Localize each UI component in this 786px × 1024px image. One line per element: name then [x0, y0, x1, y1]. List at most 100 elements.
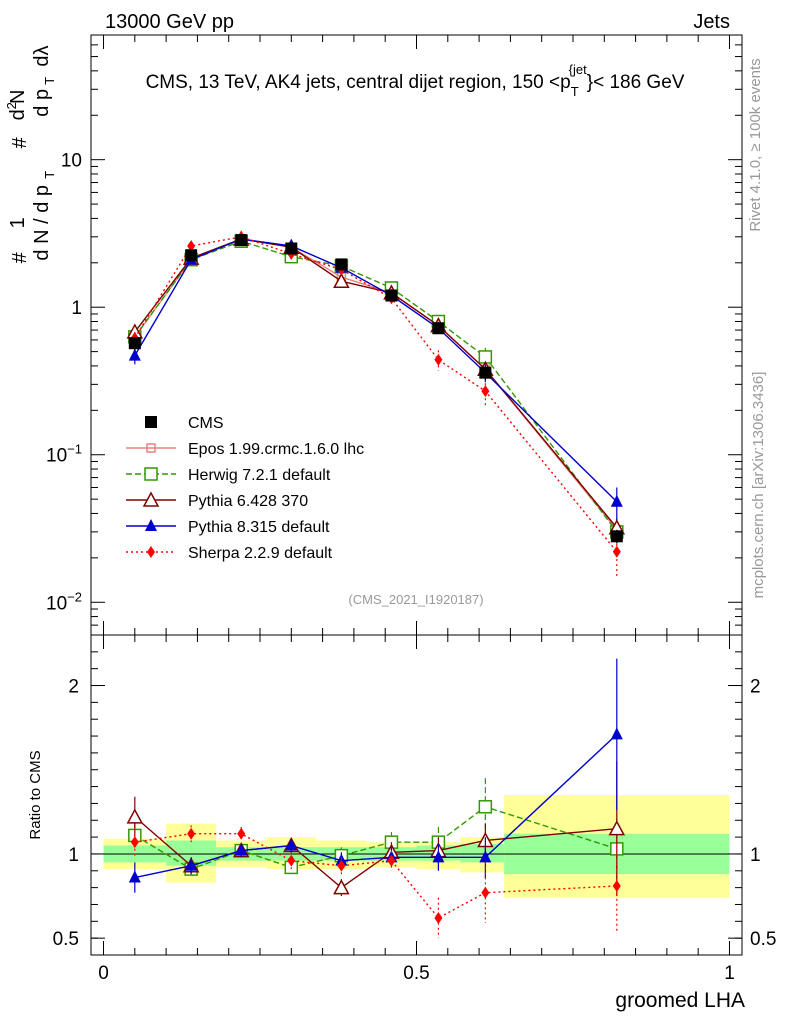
ylabel-dndpt: d N / d p — [31, 185, 53, 261]
data-point — [285, 242, 298, 255]
ylabel-hash2: # — [9, 136, 31, 148]
ratio-point — [434, 911, 443, 924]
main-y-tick-exp: −1 — [67, 442, 82, 457]
ratio-point — [479, 850, 492, 863]
ratio-point — [130, 836, 139, 849]
x-tick-label: 0.5 — [403, 963, 429, 984]
ratio-y-axis-title: Ratio to CMS — [27, 750, 44, 839]
data-point — [610, 530, 623, 543]
data-point — [235, 234, 248, 247]
legend-item: Sherpa 2.2.9 default — [126, 545, 333, 562]
series-cms — [128, 234, 623, 544]
x-tick-label: 0 — [98, 963, 109, 984]
legend-label: Sherpa 2.2.9 default — [188, 545, 333, 562]
ratio-point — [126, 808, 144, 824]
process-label: Jets — [693, 11, 730, 33]
ratio-point — [185, 858, 198, 871]
ylabel-one: 1 — [7, 217, 29, 228]
ratio-point — [432, 850, 445, 863]
plot-title-sup: {jet — [569, 62, 587, 77]
ylabel-two: 2 — [4, 102, 19, 109]
x-axis-title: groomed LHA — [615, 989, 745, 1012]
ratio-point — [187, 827, 196, 840]
ratio-point — [387, 854, 396, 867]
plot-title-main: CMS, 13 TeV, AK4 jets, central dijet reg… — [146, 72, 571, 93]
main-y-tick-label: 10 — [61, 151, 82, 172]
ratio-y-tick-label-right: 2 — [750, 677, 761, 698]
ratio-y-tick-label: 2 — [68, 677, 79, 698]
legend-item: Pythia 6.428 370 — [126, 491, 308, 510]
legend-item: Epos 1.99.crmc.1.6.0 lhc — [126, 441, 364, 458]
data-point — [612, 545, 621, 558]
legend-item: Herwig 7.2.1 default — [126, 467, 331, 484]
ylabel-dlambda: dλ — [31, 45, 53, 66]
data-point — [187, 239, 196, 252]
ratio-series-sherpa-2-2-9-default — [130, 825, 621, 939]
ratio-point — [612, 879, 621, 892]
ratio-point — [235, 843, 248, 856]
legend-marker — [145, 519, 157, 531]
legend-label: Epos 1.99.crmc.1.6.0 lhc — [188, 441, 364, 458]
main-y-tick-exp: −2 — [67, 589, 82, 604]
main-plot-panel — [90, 34, 743, 636]
legend-label: Herwig 7.2.1 default — [188, 467, 331, 484]
rivet-version-label: Rivet 4.1.0, ≥ 100k events — [747, 58, 764, 231]
main-y-tick-base: 1 — [71, 298, 82, 319]
legend-item: Pythia 8.315 default — [126, 519, 330, 536]
main-y-tick-label: 1 — [71, 298, 82, 319]
legend-label: Pythia 8.315 default — [188, 519, 330, 536]
ratio-y-tick-label: 1 — [68, 845, 79, 866]
plot-title-sub: T — [571, 84, 579, 99]
ratio-point — [337, 859, 346, 872]
collision-label: 13000 GeV pp — [105, 11, 234, 33]
plot-title: CMS, 13 TeV, AK4 jets, central dijet reg… — [146, 62, 685, 99]
ratio-point — [481, 886, 490, 899]
legend-marker — [142, 491, 160, 507]
main-y-tick-base: 10 — [46, 446, 67, 467]
data-point — [432, 322, 445, 335]
data-point — [610, 494, 623, 507]
ratio-point — [610, 727, 623, 740]
series-line — [134, 238, 618, 531]
ratio-y-tick-label-right: 1 — [750, 845, 761, 866]
ratio-point — [237, 827, 246, 840]
series-line — [134, 240, 618, 533]
ratio-y-tick-label-right: 0.5 — [750, 929, 776, 950]
analysis-label: (CMS_2021_I1920187) — [348, 592, 483, 607]
ratio-y-tick-label: 0.5 — [53, 929, 79, 950]
data-point — [434, 353, 443, 366]
ratio-plot-panel — [90, 634, 743, 956]
plot-title-tail: }< 186 GeV — [587, 72, 685, 93]
series-line — [134, 238, 618, 503]
ratio-point — [608, 820, 626, 836]
data-point — [335, 258, 348, 271]
data-point — [385, 289, 398, 302]
ratio-point — [287, 854, 296, 867]
legend-marker — [147, 546, 155, 558]
data-point — [481, 385, 490, 398]
ratio-point — [128, 870, 141, 883]
data-point — [333, 272, 350, 288]
legend-label: CMS — [188, 415, 224, 432]
data-point — [185, 249, 198, 262]
ratio-line — [134, 806, 618, 870]
legend-label: Pythia 6.428 370 — [188, 493, 308, 510]
legend-marker — [144, 467, 158, 481]
ylabel-n: N — [7, 90, 29, 104]
legend-item: CMS — [145, 415, 224, 432]
x-tick-label: 1 — [724, 963, 735, 984]
ylabel-t2: T — [42, 77, 57, 85]
ratio-point — [335, 853, 348, 866]
data-point — [479, 366, 492, 379]
ylabel-dp: d p — [31, 89, 53, 117]
ratio-point — [478, 800, 493, 814]
ylabel-hash1: # — [9, 251, 31, 263]
series-line — [134, 236, 618, 553]
ylabel-d: d — [7, 109, 29, 120]
data-point — [128, 337, 141, 350]
svg-text:# 1 d N / d p: # 1 d N / d p T # d N 2 d p T dλ — [0, 45, 59, 263]
legend-marker — [146, 443, 156, 453]
mcplots-label: mcplots.cern.ch [arXiv:1306.3436] — [750, 372, 767, 599]
data-point — [128, 348, 141, 361]
